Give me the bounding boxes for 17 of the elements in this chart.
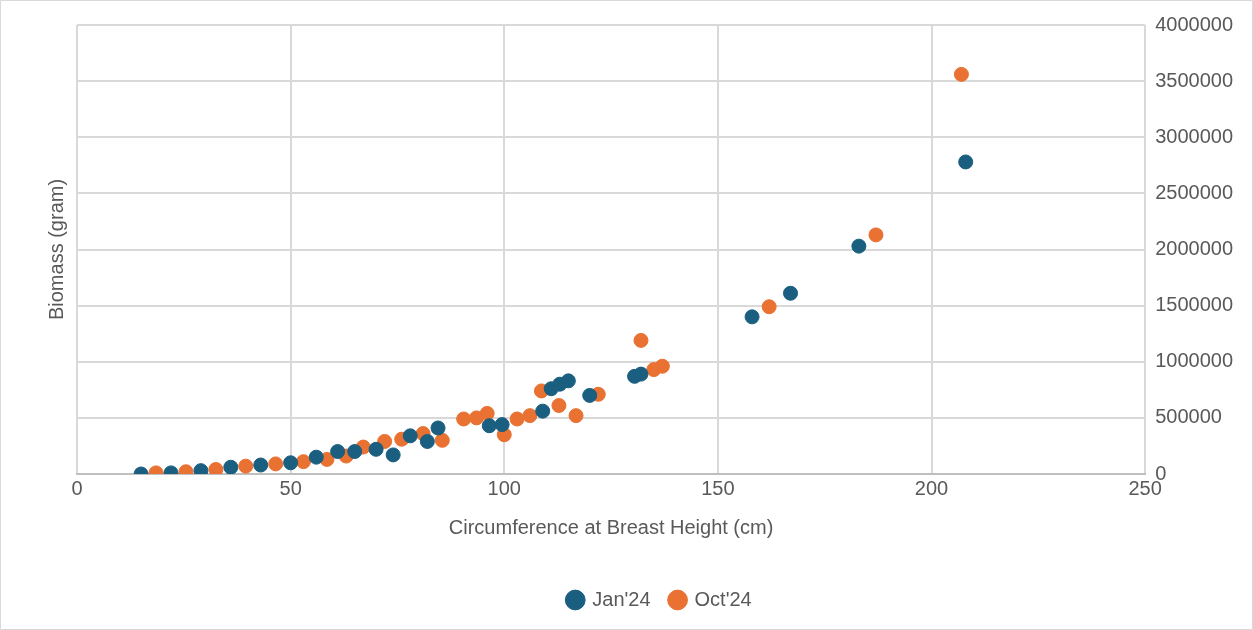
x-tick-label: 0 bbox=[71, 476, 83, 499]
y-axis-title: Biomass (gram) bbox=[44, 178, 67, 321]
y-tick-label: 3500000 bbox=[1155, 68, 1234, 91]
y-tick-label: 1000000 bbox=[1155, 349, 1234, 372]
legend-label: Oct'24 bbox=[694, 587, 752, 610]
x-tick-label: 200 bbox=[914, 476, 949, 499]
y-tick-label: 4000000 bbox=[1155, 12, 1234, 35]
x-axis-title: Circumference at Breast Height (cm) bbox=[448, 515, 774, 538]
y-tick-label: 2500000 bbox=[1155, 180, 1234, 203]
legend-label: Jan'24 bbox=[592, 587, 651, 610]
y-tick-label: 1500000 bbox=[1155, 293, 1234, 316]
x-tick-label: 100 bbox=[487, 476, 521, 499]
y-tick-label: 500000 bbox=[1155, 405, 1222, 428]
x-tick-label: 150 bbox=[701, 476, 735, 499]
y-tick-label: 2000000 bbox=[1155, 237, 1234, 260]
x-tick-label: 50 bbox=[279, 476, 302, 499]
y-tick-label: 3000000 bbox=[1155, 124, 1234, 147]
